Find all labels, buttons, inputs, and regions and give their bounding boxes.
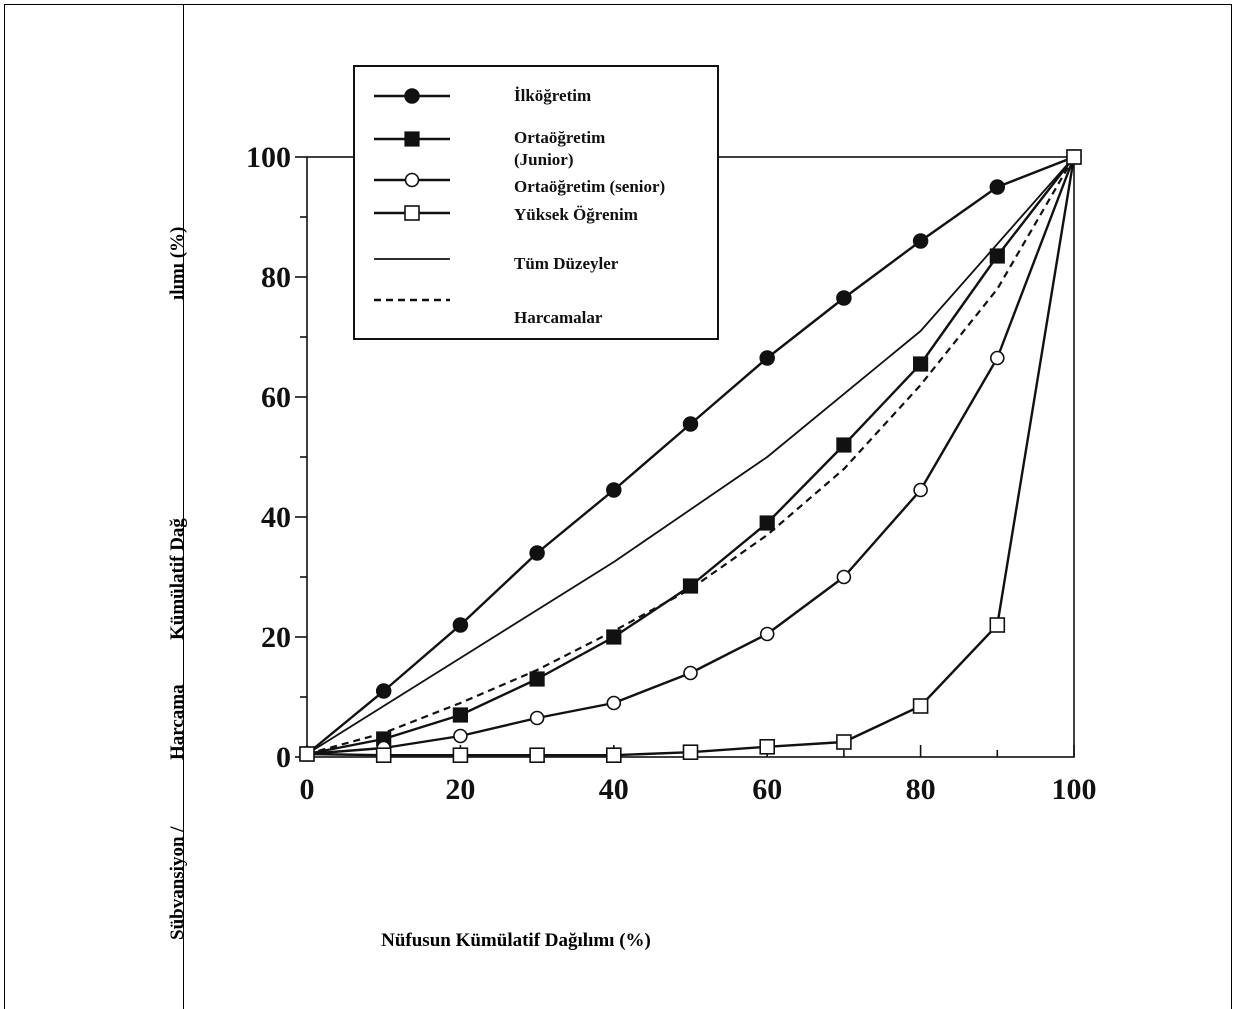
series-2-point [452, 707, 468, 723]
legend-label: Ortaöğretim (senior) [514, 177, 665, 196]
legend-marker-2 [404, 131, 420, 147]
series-2-point [836, 437, 852, 453]
legend-label: Ortaöğretim [514, 128, 605, 147]
series-4-point [375, 747, 392, 764]
y-axis-label-part-4: ılımı (%) [167, 227, 188, 300]
frame-left-border [4, 4, 5, 1009]
y-tick-label: 60 [261, 381, 291, 414]
y-axis-label-part-1: Sübvansiyon / [167, 826, 188, 940]
series-3-point [836, 569, 852, 585]
y-tick-label: 100 [246, 141, 291, 174]
series-1-point [452, 617, 469, 633]
series-line-5 [306, 156, 1075, 755]
series-2-point [529, 671, 545, 687]
legend-marker-1 [404, 88, 420, 104]
legend-label: Harcamalar [514, 308, 603, 327]
y-axis-label-part-3: Kümülatif Dağ [167, 518, 188, 640]
legend-box [353, 65, 719, 340]
x-tick-label: 0 [300, 773, 315, 806]
series-4-point [299, 746, 315, 762]
series-4-point [759, 738, 776, 755]
legend-marker-4 [404, 205, 420, 221]
series-4-point [682, 744, 699, 761]
series-layer [299, 149, 1082, 764]
frame-divider [183, 4, 184, 1009]
legend: İlköğretim Ortaöğretim (Junior) Ortaöğretim… [353, 65, 719, 340]
series-1-point [989, 179, 1006, 195]
series-2-point [682, 578, 699, 594]
series-4-point [912, 698, 929, 714]
series-1-point [682, 416, 699, 432]
frame-top-border [4, 4, 1232, 5]
series-4-point [529, 747, 545, 764]
legend-label: Tüm Düzeyler [514, 254, 619, 273]
y-tick-label: 0 [276, 741, 291, 774]
series-3-point [759, 626, 775, 642]
series-3-point [453, 728, 468, 744]
series-4-point [989, 617, 1006, 633]
legend-label: İlköğretim [514, 86, 591, 105]
x-tick-label: 40 [599, 773, 629, 806]
series-3-point [683, 665, 698, 681]
series-1-point [759, 350, 775, 366]
series-3-point [529, 710, 545, 726]
series-1-point [529, 545, 545, 561]
legend-label: Yüksek Öğrenim [514, 205, 638, 224]
legend-label: (Junior) [514, 150, 574, 169]
frame-right-border [1231, 4, 1232, 1009]
series-1-point [912, 233, 929, 249]
axis-labels: Nüfusun Kümülatif Dağılımı (%) Sübvansiy… [167, 227, 651, 951]
series-3-point [606, 695, 622, 711]
series-4-point [605, 747, 622, 764]
series-1-point [836, 290, 852, 306]
series-2-point [912, 356, 929, 372]
series-4-point [836, 734, 852, 750]
x-tick-label: 20 [445, 773, 475, 806]
x-tick-label: 80 [906, 773, 936, 806]
series-line-6 [306, 156, 1075, 756]
series-2-point [989, 248, 1005, 264]
series-4-point [1066, 149, 1082, 165]
series-2-point [759, 515, 775, 531]
y-tick-label: 80 [261, 261, 291, 294]
y-tick-label: 20 [261, 621, 291, 654]
x-tick-label: 60 [752, 773, 782, 806]
series-3-point [913, 482, 928, 498]
series-3-point [989, 350, 1005, 366]
y-tick-label: 40 [261, 501, 291, 534]
series-1-point [375, 683, 392, 699]
series-1-point [606, 482, 622, 498]
series-2-point [606, 629, 622, 645]
series-4-point [452, 747, 469, 764]
y-axis-label-part-2: Harcama [167, 684, 188, 760]
x-tick-label: 100 [1052, 773, 1097, 806]
legend-marker-3 [404, 172, 420, 188]
x-axis-label: Nüfusun Kümülatif Dağılımı (%) [381, 930, 651, 951]
